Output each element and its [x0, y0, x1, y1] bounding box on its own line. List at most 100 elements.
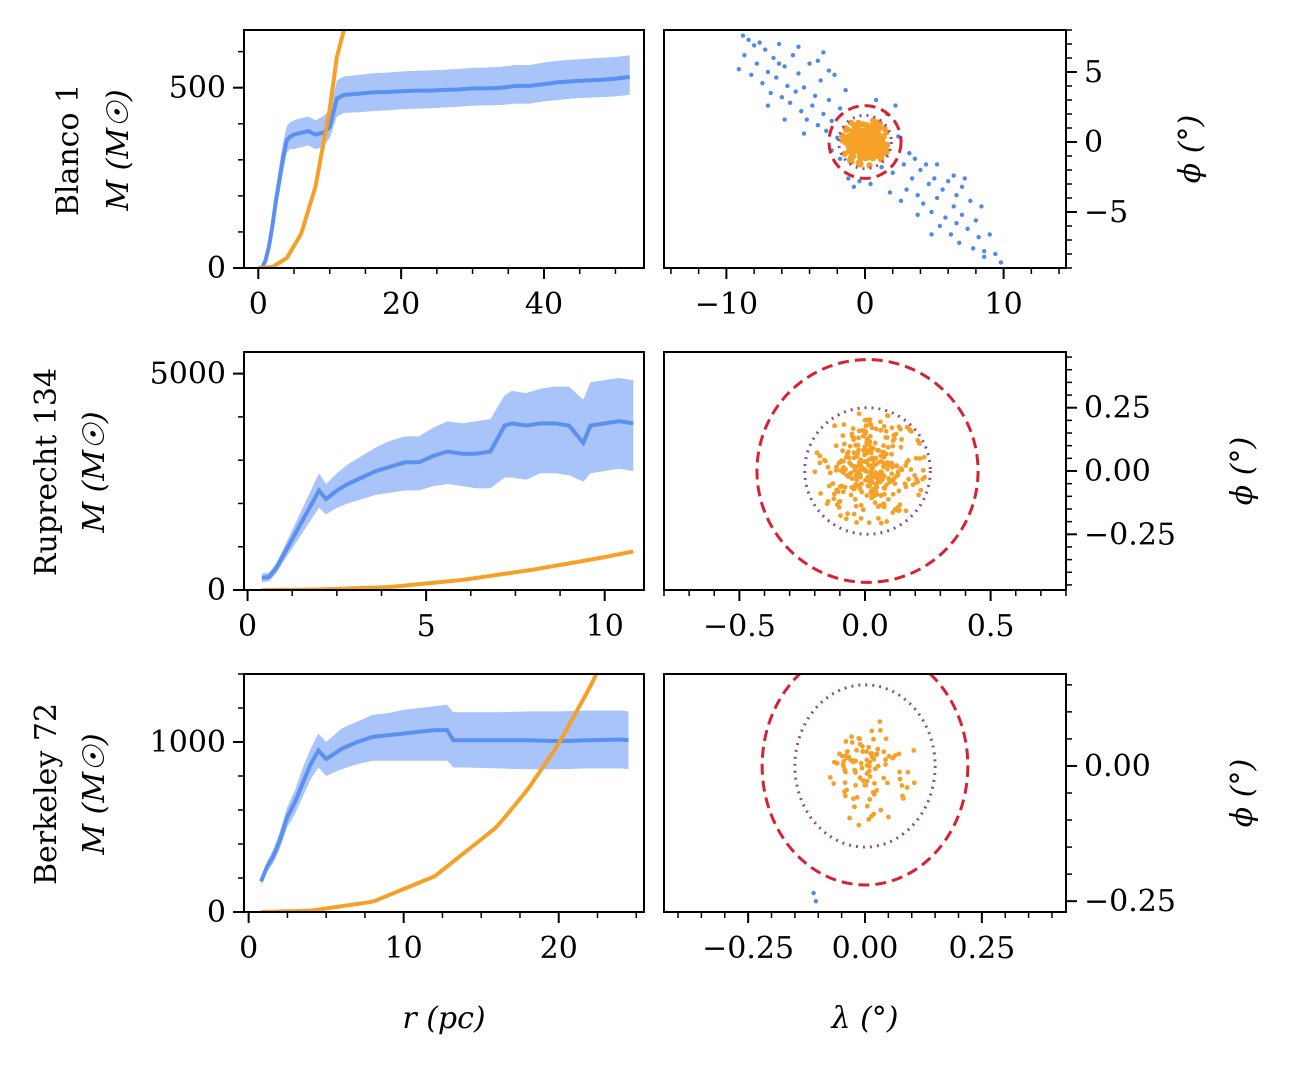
member-star-point: [856, 447, 861, 453]
panel-2: −10 0 10 −5 0 5 ϕ (°): [663, 29, 1208, 322]
star-point: [890, 170, 895, 175]
star-point: [968, 198, 973, 203]
member-star-point: [894, 463, 900, 469]
member-star-point: [844, 472, 850, 478]
panel-3: 0 5 10 0 5000: [150, 351, 645, 644]
row-label-1: Blanco 1 M (M☉): [51, 84, 136, 216]
member-star-point: [849, 476, 855, 482]
axes-frame: [243, 29, 645, 269]
member-star-point: [881, 464, 886, 470]
member-star-point: [871, 122, 879, 129]
member-star-point: [890, 443, 896, 449]
member-star-point: [872, 500, 878, 506]
panels: 0 20 40 0 500 −10 0 10 −5 0 5 ϕ (°) 0 5 10 0 5000 −0.5 0.0…: [150, 29, 1260, 966]
star-point: [771, 55, 776, 61]
member-star-point: [848, 470, 854, 476]
member-star-point: [837, 498, 843, 504]
star-point: [926, 181, 931, 187]
member-star-point: [884, 451, 889, 457]
y-tick-label: 0: [1084, 125, 1103, 160]
star-point: [812, 93, 818, 99]
star-point: [801, 85, 807, 90]
uncertainty-band: [261, 378, 634, 583]
member-star-point: [851, 486, 857, 491]
member-star-point: [837, 751, 842, 757]
x-tick-label: 0: [855, 287, 874, 322]
member-star-point: [884, 482, 889, 488]
member-star-point: [906, 476, 912, 482]
x-tick-label: −0.25: [702, 931, 794, 966]
member-star-point: [869, 751, 875, 756]
star-point: [857, 179, 862, 184]
member-star-point: [830, 481, 836, 486]
x-tick-label: 10: [385, 931, 423, 966]
model-mass-curve: [261, 674, 599, 912]
star-point: [779, 95, 785, 100]
member-star-point: [868, 450, 874, 456]
star-point: [837, 106, 843, 111]
member-star-point: [846, 157, 854, 164]
member-star-point: [921, 454, 927, 460]
member-star-point: [871, 736, 876, 742]
mass-profile-line: [260, 74, 630, 268]
member-star-point: [833, 467, 839, 473]
member-star-point: [847, 815, 853, 821]
star-point: [801, 131, 807, 136]
member-star-point: [896, 424, 902, 430]
phi-axis-label: ϕ (°): [1173, 115, 1208, 183]
member-star-point: [875, 515, 881, 521]
member-star-point: [881, 473, 887, 479]
member-star-point: [905, 457, 911, 463]
member-star-point: [892, 753, 898, 759]
star-point: [815, 123, 821, 128]
y-tick-label: 0: [207, 895, 226, 930]
outer-radius-circle: [755, 358, 980, 584]
member-star-point: [851, 141, 858, 148]
member-star-point: [915, 479, 920, 485]
member-star-point: [843, 738, 849, 744]
member-star-point: [842, 134, 850, 142]
y-tick-label: 0.25: [1084, 391, 1151, 426]
x-tick-label: 10: [586, 609, 624, 644]
member-star-point: [897, 776, 903, 782]
star-point: [970, 246, 976, 251]
member-star-point: [890, 491, 896, 497]
member-star-point: [869, 455, 875, 461]
member-star-point: [886, 496, 891, 502]
member-star-point: [834, 760, 840, 766]
star-point: [937, 223, 943, 229]
star-point: [951, 173, 956, 178]
member-star-point: [878, 419, 883, 425]
star-point: [796, 44, 801, 49]
star-point: [915, 193, 920, 198]
member-star-point: [862, 782, 868, 788]
member-star-point: [872, 766, 878, 772]
star-point: [934, 195, 940, 201]
member-star-point: [895, 472, 901, 478]
member-star-point: [886, 462, 892, 468]
member-star-point: [889, 451, 894, 457]
member-star-point: [845, 511, 851, 517]
member-star-point: [835, 489, 841, 494]
star-point: [757, 40, 762, 45]
plot-area: [755, 358, 980, 584]
member-star-point: [872, 128, 879, 136]
star-point: [959, 212, 965, 217]
row-3-cluster-name: Berkeley 72: [29, 703, 64, 885]
member-star-point: [911, 747, 917, 753]
member-star-point: [866, 462, 871, 468]
panel-5: 0 10 20 0 1000: [150, 673, 645, 966]
star-point: [901, 162, 907, 167]
member-star-point: [853, 782, 859, 788]
member-star-point: [865, 483, 871, 489]
member-star-point: [878, 520, 884, 526]
member-star-point: [848, 492, 854, 498]
member-star-point: [899, 783, 905, 788]
star-point: [765, 103, 771, 108]
member-star-point: [872, 149, 879, 157]
phi-axis-label: ϕ (°): [1225, 759, 1260, 827]
plot-area: [259, 674, 629, 912]
member-star-point: [825, 498, 831, 504]
member-star-point: [847, 460, 852, 466]
star-point: [832, 72, 837, 78]
